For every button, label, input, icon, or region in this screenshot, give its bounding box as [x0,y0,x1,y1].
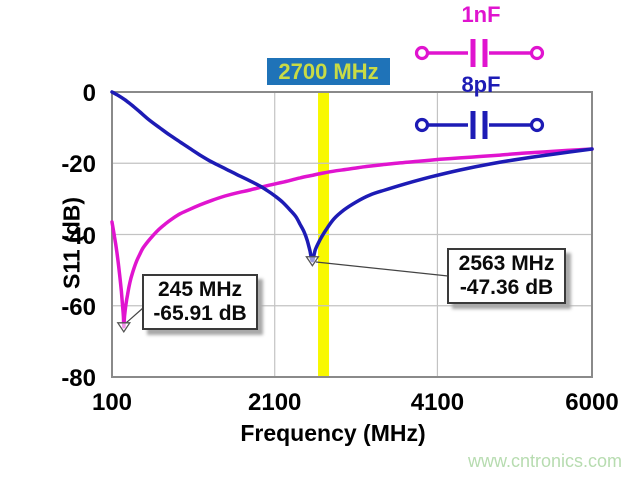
curve-1nf [110,147,594,329]
y-tick-label: -80 [61,365,96,392]
marker-annotation-1nf: 245 MHz -65.91 dB [142,274,258,330]
x-tick-label: 2100 [248,389,302,416]
x-tick-label: 100 [91,389,133,416]
capacitor-1nf-label: 1nF [461,2,501,27]
annotation-level: -47.36 dB [459,276,554,299]
annotation-leader-line [315,261,449,277]
minimum-marker-icon [116,322,132,333]
frequency-marker-badge: 2700 MHz [267,58,390,85]
minimum-marker-icon [305,256,320,267]
annotation-level: -65.91 dB [153,302,247,325]
annotation-frequency: 2563 MHz [458,252,555,275]
capacitor-1nf-symbol [414,39,545,67]
curve-8pf [110,90,594,263]
capacitor-8pf-label: 8pF [461,72,501,97]
y-tick-label: -40 [61,222,96,250]
plot-frame [111,91,593,378]
annotation-frequency: 245 MHz [157,278,243,301]
marker-annotation-8pf: 2563 MHz -47.36 dB [447,248,566,304]
y-tick-label: -20 [61,151,96,179]
capacitor-8pf-symbol [414,111,545,139]
watermark: www.cntronics.com [467,451,622,471]
x-tick-label: 4100 [410,389,465,416]
x-axis-title: Frequency (MHz) [240,420,426,446]
x-tick-label: 6000 [565,389,619,416]
annotation-leader-line [125,307,144,324]
y-tick-label: -60 [61,293,96,321]
y-tick-label: 0 [82,80,96,107]
